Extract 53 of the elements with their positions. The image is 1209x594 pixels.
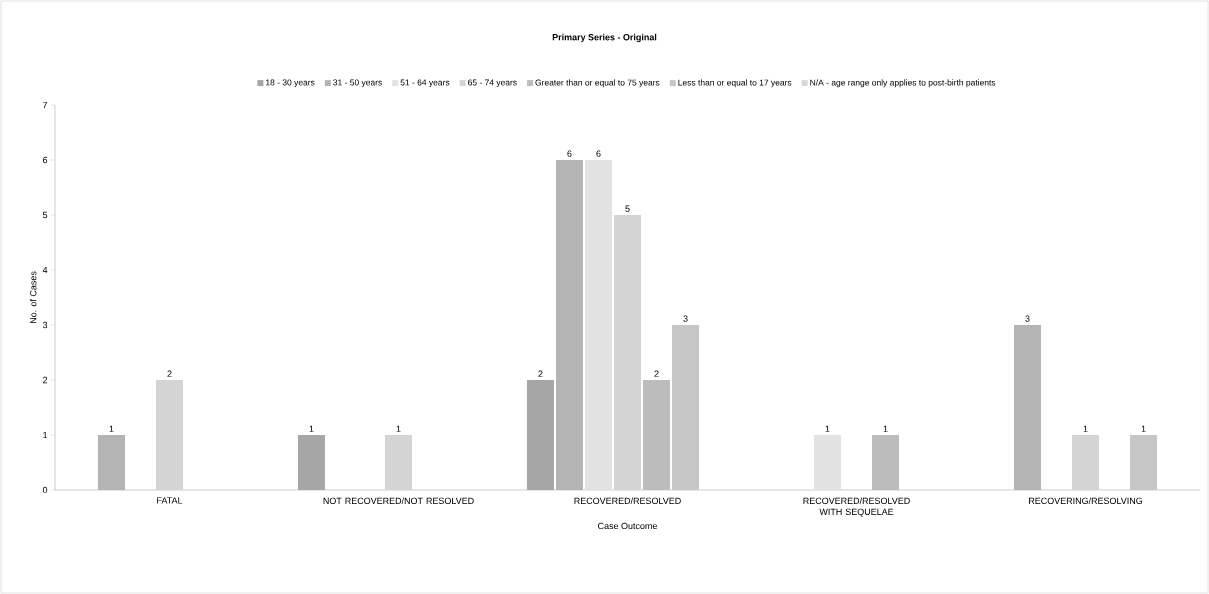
legend-label: N/A - age range only applies to post-birth patients xyxy=(810,79,996,88)
legend-label: 65 - 74 years xyxy=(468,79,517,88)
bar xyxy=(97,435,125,490)
y-tick-label: 4 xyxy=(42,266,48,274)
bar xyxy=(813,435,842,490)
bar xyxy=(297,435,325,490)
bar xyxy=(155,380,184,490)
legend-label: 51 - 64 years xyxy=(400,79,450,88)
data-label: 1 xyxy=(109,425,114,432)
data-label: 1 xyxy=(396,425,401,432)
x-tick-label: NOT RECOVERED/NOT RESOLVED xyxy=(323,497,474,505)
chart-title: Primary Series - Original xyxy=(552,33,657,43)
x-tick-label: RECOVERED/RESOLVED xyxy=(574,497,681,505)
bar xyxy=(672,325,700,490)
data-label: 1 xyxy=(825,425,830,432)
data-label: 6 xyxy=(567,150,572,157)
y-tick-label: 7 xyxy=(43,101,48,109)
x-axis-title: Case Outcome xyxy=(598,522,657,530)
x-tick-label: FATAL xyxy=(157,497,183,504)
y-axis-title: No. of Cases xyxy=(29,271,37,324)
bar xyxy=(526,380,554,490)
y-tick-label: 6 xyxy=(43,156,48,164)
data-label: 3 xyxy=(1025,315,1030,322)
legend-label: Greater than or equal to 75 years xyxy=(535,79,660,88)
data-label: 2 xyxy=(654,370,659,377)
x-tick-label: RECOVERING/RESOLVING xyxy=(1029,497,1143,505)
legend-label: 18 - 30 years xyxy=(266,79,315,88)
data-label: 1 xyxy=(309,425,314,432)
bar xyxy=(1013,325,1041,490)
bar xyxy=(555,160,583,490)
y-tick-label: 1 xyxy=(43,431,48,439)
data-label: 1 xyxy=(883,425,888,432)
data-label: 5 xyxy=(625,205,630,212)
bar xyxy=(1130,435,1158,490)
data-label: 1 xyxy=(1083,425,1088,432)
data-label: 2 xyxy=(538,370,543,377)
y-tick-label: 3 xyxy=(42,321,48,329)
data-label: 6 xyxy=(596,150,601,157)
bar xyxy=(872,435,900,490)
bar xyxy=(384,435,413,490)
legend-label: Less than or equal to 17 years xyxy=(678,79,792,88)
bar xyxy=(1072,435,1100,490)
data-label: 3 xyxy=(683,315,688,322)
bar xyxy=(614,215,642,490)
y-tick-label: 2 xyxy=(43,376,48,384)
bar xyxy=(584,160,612,490)
legend-label: 31 - 50 years xyxy=(333,79,382,88)
bar xyxy=(643,380,671,490)
data-label: 2 xyxy=(167,370,172,377)
x-tick-label: RECOVERED/RESOLVED WITH SEQUELAE xyxy=(803,497,910,517)
y-tick-label: 5 xyxy=(42,211,48,219)
data-label: 1 xyxy=(1141,425,1146,432)
y-tick-label: 0 xyxy=(42,486,48,494)
